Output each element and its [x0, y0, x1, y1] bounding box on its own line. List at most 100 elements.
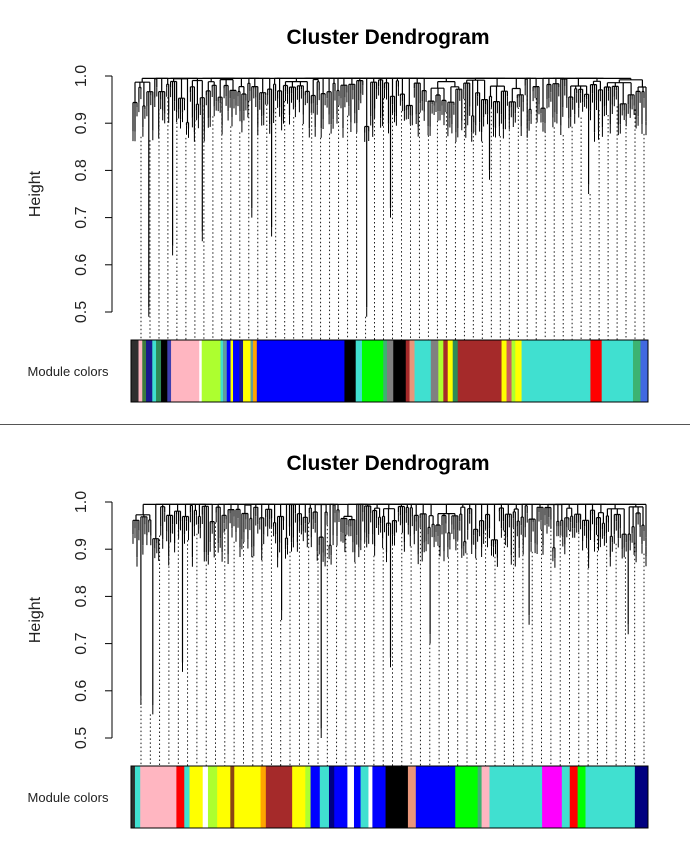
module-color-band — [265, 766, 293, 828]
dendrogram-branches — [132, 503, 647, 738]
y-tick-label: 0.8 — [73, 159, 90, 181]
panel-divider — [0, 424, 690, 425]
module-color-band — [234, 766, 261, 828]
y-tick-label: 0.7 — [73, 206, 90, 228]
y-tick-label: 0.9 — [73, 538, 90, 560]
module-color-band — [146, 340, 153, 402]
module-color-band — [542, 766, 563, 828]
y-tick-label: 0.6 — [73, 680, 90, 702]
module-color-band — [501, 340, 507, 402]
module-color-band — [355, 340, 363, 402]
module-color-band — [577, 766, 586, 828]
module-color-band — [585, 766, 636, 828]
module-color-band — [405, 340, 410, 402]
module-color-band — [353, 766, 361, 828]
module-color-band — [372, 766, 386, 828]
module-color-band — [521, 340, 591, 402]
module-color-band — [414, 340, 432, 402]
module-color-band — [310, 766, 321, 828]
module-color-band — [452, 340, 459, 402]
module-color-band — [511, 340, 516, 402]
branch-level-3 — [176, 503, 647, 538]
module-color-band — [223, 340, 228, 402]
module-color-band — [250, 340, 254, 402]
module-color-band — [243, 340, 251, 402]
module-color-band — [407, 766, 417, 828]
module-color-band — [131, 340, 139, 402]
module-color-band — [171, 340, 200, 402]
module-color-band — [256, 340, 345, 402]
module-color-band — [634, 766, 649, 828]
y-axis-label: Height — [27, 596, 44, 643]
module-color-band — [202, 766, 209, 828]
leaf-stems — [132, 511, 647, 738]
module-color-band — [409, 340, 415, 402]
y-tick-label: 0.8 — [73, 585, 90, 607]
module-color-band — [477, 766, 482, 828]
module-color-band — [201, 340, 221, 402]
module-colors-label: Module colors — [28, 790, 109, 805]
module-color-band — [569, 766, 579, 828]
module-color-band — [220, 340, 224, 402]
module-color-band — [207, 766, 218, 828]
module-color-band — [447, 340, 454, 402]
module-color-band — [230, 766, 235, 828]
leaf-guide-lines — [140, 522, 645, 766]
module-color-band — [140, 766, 177, 828]
y-tick-label: 0.5 — [73, 727, 90, 749]
y-tick-label: 0.9 — [73, 112, 90, 134]
dendrogram-chart-bottom: Cluster Dendrogram 0.5 0.6 0.7 0.8 0.9 1.0 Heig… — [27, 452, 649, 829]
module-color-band — [368, 766, 373, 828]
module-color-band — [260, 766, 267, 828]
module-color-band — [131, 766, 136, 828]
module-color-band — [393, 340, 407, 402]
module-color-band — [230, 340, 234, 402]
module-color-band — [506, 340, 512, 402]
y-tick-label: 1.0 — [73, 491, 90, 513]
module-color-band — [233, 340, 240, 402]
module-color-band — [415, 766, 456, 828]
module-color-band — [361, 340, 384, 402]
module-color-strip — [131, 766, 649, 828]
module-color-band — [199, 340, 203, 402]
module-color-band — [253, 340, 258, 402]
dendrogram-chart-top: Cluster Dendrogram 0.5 0.6 0.7 0.8 0.9 1.0 Heig… — [27, 26, 649, 403]
module-color-band — [305, 766, 311, 828]
module-colors-label: Module colors — [28, 364, 109, 379]
module-color-band — [601, 340, 634, 402]
chart-title: Cluster Dendrogram — [286, 452, 489, 475]
module-color-band — [561, 766, 571, 828]
module-color-band — [156, 340, 162, 402]
module-color-band — [184, 766, 190, 828]
module-color-band — [138, 340, 143, 402]
module-color-band — [515, 340, 522, 402]
y-tick-label: 1.0 — [73, 65, 90, 87]
y-tick-label: 0.7 — [73, 632, 90, 654]
module-color-band — [430, 340, 439, 402]
y-tick-label: 0.6 — [73, 254, 90, 276]
module-color-band — [632, 340, 641, 402]
module-color-band — [344, 340, 357, 402]
module-color-band — [489, 766, 543, 828]
module-color-band — [167, 340, 172, 402]
module-color-band — [328, 766, 335, 828]
branch-level-0 — [132, 78, 647, 308]
module-color-band — [438, 340, 444, 402]
module-color-band — [347, 766, 355, 828]
chart-panel-top: Cluster Dendrogram 0.5 0.6 0.7 0.8 0.9 1.0 Heig… — [0, 0, 690, 424]
module-color-band — [334, 766, 348, 828]
strip-border — [130, 765, 649, 829]
module-color-band — [443, 340, 449, 402]
dendrogram-branches — [132, 77, 647, 317]
leaf-stems — [132, 85, 647, 317]
module-color-band — [239, 340, 244, 402]
module-color-band — [176, 766, 185, 828]
module-color-band — [134, 766, 141, 828]
module-color-band — [152, 340, 157, 402]
module-color-band — [385, 766, 409, 828]
strip-border — [130, 339, 649, 403]
module-color-band — [292, 766, 306, 828]
chart-panel-bottom: Cluster Dendrogram 0.5 0.6 0.7 0.8 0.9 1.0 Heig… — [0, 426, 690, 850]
module-color-band — [189, 766, 204, 828]
y-tick-label: 0.5 — [73, 301, 90, 323]
